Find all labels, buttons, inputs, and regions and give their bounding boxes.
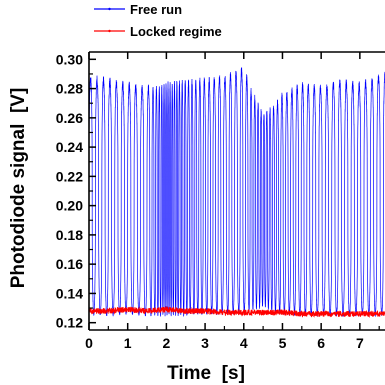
series-locked-regime-line bbox=[88, 306, 385, 319]
x-tick-label: 2 bbox=[162, 335, 170, 351]
y-tick-label: 0.30 bbox=[56, 51, 83, 67]
x-tick-label: 7 bbox=[356, 335, 364, 351]
y-tick-label: 0.12 bbox=[56, 315, 83, 331]
legend-marker-free-run bbox=[108, 7, 111, 11]
y-tick-label: 0.28 bbox=[56, 81, 83, 97]
legend: Free run Locked regime bbox=[94, 2, 222, 39]
x-tick-label: 0 bbox=[85, 335, 93, 351]
y-tick-label: 0.20 bbox=[56, 198, 83, 214]
y-tick-label: 0.24 bbox=[56, 139, 83, 155]
legend-marker-locked bbox=[108, 29, 111, 33]
y-tick-label: 0.18 bbox=[56, 227, 83, 243]
ticks: 0 1 2 3 4 5 6 7 0.12 0.14 0.16 0.18 0.20 0.22 0.24 0.26… bbox=[56, 51, 380, 351]
x-tick-label: 5 bbox=[279, 335, 287, 351]
y-tick-label: 0.22 bbox=[56, 168, 83, 184]
x-tick-label: 4 bbox=[240, 335, 248, 351]
x-tick-label: 6 bbox=[317, 335, 325, 351]
y-tick-label: 0.16 bbox=[56, 256, 83, 272]
series-free-run-line bbox=[88, 67, 385, 317]
x-axis-label: Time [s] bbox=[167, 363, 245, 384]
legend-label-free-run: Free run bbox=[130, 2, 182, 17]
x-tick-label: 3 bbox=[201, 335, 209, 351]
y-axis-label: Photodiode signal [V] bbox=[8, 88, 29, 289]
legend-label-locked: Locked regime bbox=[130, 24, 222, 39]
y-tick-label: 0.14 bbox=[56, 285, 83, 301]
x-tick-label: 1 bbox=[124, 335, 132, 351]
y-tick-label: 0.26 bbox=[56, 110, 83, 126]
plot-area bbox=[88, 67, 385, 319]
